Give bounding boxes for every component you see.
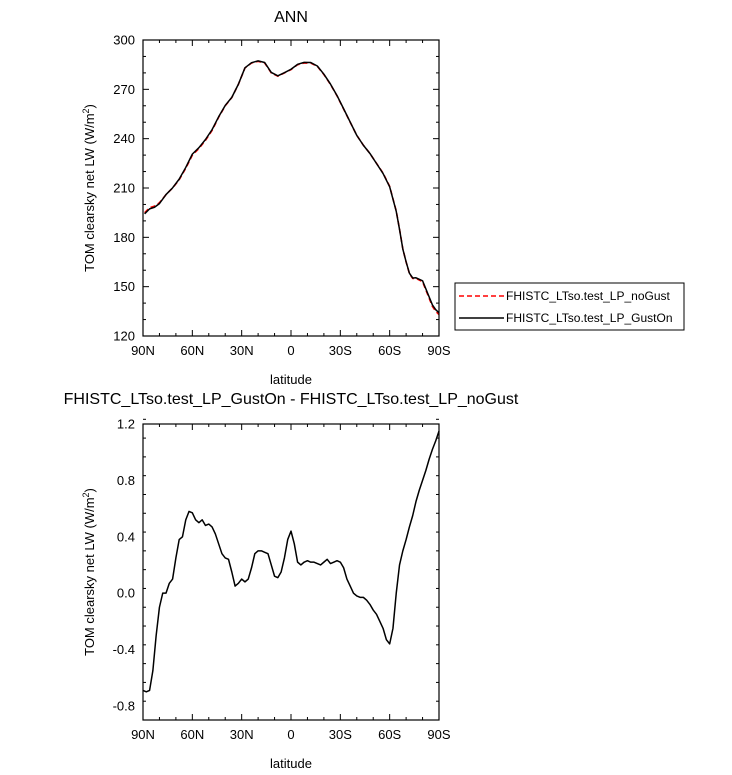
top-chart-xtick-label: 30S bbox=[329, 343, 352, 358]
bottom-chart-ticks: 90N 60N 30N 0 30S 60S 90S -0.8 -0.4 0.0 0.4 0.8 1.2 bbox=[113, 417, 451, 743]
bottom-chart-ytick-label: 0.0 bbox=[117, 586, 135, 601]
legend: FHISTC_LTso.test_LP_noGust FHISTC_LTso.t… bbox=[454, 282, 685, 331]
bottom-chart-xtick-label: 30N bbox=[230, 727, 254, 742]
top-chart-series-line-0 bbox=[144, 60, 440, 316]
bottom-chart-ytick-label: 0.4 bbox=[117, 529, 135, 544]
bottom-chart-series-line-0 bbox=[142, 430, 440, 693]
top-chart-xtick-label: 0 bbox=[287, 343, 294, 358]
bottom-chart-ylabel-main: TOM clearsky net LW (W/m bbox=[82, 497, 97, 655]
bottom-chart-ytick-label: -0.4 bbox=[113, 642, 135, 657]
bottom-chart-ytick-label: 0.8 bbox=[117, 473, 135, 488]
top-chart-ytick-label: 300 bbox=[113, 33, 135, 48]
top-chart-series-group bbox=[144, 60, 440, 316]
bottom-chart-title: FHISTC_LTso.test_LP_GustOn - FHISTC_LTso… bbox=[64, 391, 519, 408]
bottom-chart-xlabel: latitude bbox=[270, 756, 312, 771]
bottom-chart-xtick-label: 90N bbox=[131, 727, 155, 742]
bottom-chart-ylabel-sup: 2 bbox=[81, 492, 91, 497]
legend-box bbox=[454, 282, 685, 331]
top-chart-xtick-label: 60N bbox=[180, 343, 204, 358]
top-chart-ytick-label: 270 bbox=[113, 82, 135, 97]
bottom-chart-plot-frame bbox=[142, 423, 440, 721]
bottom-chart-ytick-label: -0.8 bbox=[113, 698, 135, 713]
top-chart-ytick-label: 240 bbox=[113, 131, 135, 146]
top-chart-xtick-label: 90N bbox=[131, 343, 155, 358]
top-chart-ylabel-close: ) bbox=[82, 104, 97, 108]
bottom-chart-xtick-label: 0 bbox=[287, 727, 294, 742]
top-chart-ylabel-main: TOM clearsky net LW (W/m bbox=[82, 113, 97, 271]
bottom-chart-ylabel-close: ) bbox=[82, 488, 97, 492]
top-chart-ytick-label: 120 bbox=[113, 329, 135, 344]
top-chart-xtick-label: 90S bbox=[427, 343, 450, 358]
top-chart-title: ANN bbox=[274, 9, 308, 26]
top-chart-xtick-label: 60S bbox=[378, 343, 401, 358]
top-chart-xtick-label: 30N bbox=[230, 343, 254, 358]
top-chart-series-line-1 bbox=[144, 60, 440, 314]
bottom-chart-ylabel: TOM clearsky net LW (W/m2) bbox=[81, 488, 97, 656]
top-chart-ticks: 90N 60N 30N 0 30S 60S 90S 120 150 180 210 240 270 300 bbox=[113, 33, 451, 359]
top-chart-ylabel: TOM clearsky net LW (W/m2) bbox=[81, 104, 97, 272]
bottom-chart-xtick-label: 60S bbox=[378, 727, 401, 742]
top-chart-xlabel: latitude bbox=[270, 372, 312, 387]
top-chart-ytick-label: 150 bbox=[113, 279, 135, 294]
top-chart-ytick-label: 210 bbox=[113, 181, 135, 196]
top-chart: ANN 90N 60N 30N 0 30S 60S 90S 120 150 180 210 240 27… bbox=[81, 9, 451, 387]
bottom-chart-xtick-label: 30S bbox=[329, 727, 352, 742]
legend-label-nogust: FHISTC_LTso.test_LP_noGust bbox=[506, 289, 671, 303]
top-chart-ytick-label: 180 bbox=[113, 230, 135, 245]
bottom-chart-xtick-label: 90S bbox=[427, 727, 450, 742]
bottom-chart-series-group bbox=[142, 430, 440, 693]
bottom-chart-xtick-label: 60N bbox=[180, 727, 204, 742]
legend-label-guston: FHISTC_LTso.test_LP_GustOn bbox=[506, 311, 673, 325]
top-chart-ylabel-sup: 2 bbox=[81, 108, 91, 113]
top-chart-plot-frame bbox=[142, 39, 440, 337]
bottom-chart: FHISTC_LTso.test_LP_GustOn - FHISTC_LTso… bbox=[64, 391, 519, 771]
bottom-chart-ytick-label: 1.2 bbox=[117, 417, 135, 432]
